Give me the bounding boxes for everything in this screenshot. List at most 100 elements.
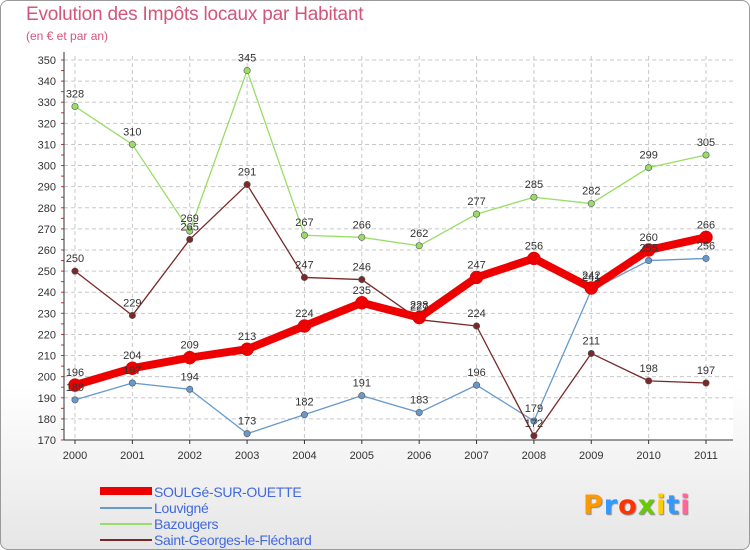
x-tick-label: 2002	[177, 450, 201, 462]
x-tick-label: 2011	[694, 450, 718, 462]
data-point	[473, 381, 481, 389]
x-tick-label: 2007	[464, 450, 488, 462]
data-label: 227	[410, 302, 428, 314]
data-point	[186, 227, 194, 235]
data-point	[415, 409, 423, 417]
y-tick-label: 230	[38, 308, 56, 320]
chart-title: Evolution des Impôts locaux par Habitant	[26, 4, 364, 25]
data-label: 310	[123, 126, 141, 138]
data-point	[699, 230, 713, 245]
y-tick-label: 260	[38, 245, 56, 257]
x-tick-label: 2009	[579, 450, 603, 462]
legend-swatch	[100, 539, 152, 541]
data-label: 267	[295, 217, 313, 229]
data-point	[530, 193, 538, 201]
data-point	[645, 377, 653, 385]
y-tick-label: 200	[38, 372, 56, 384]
y-tick-label: 170	[38, 435, 56, 447]
data-label: 247	[295, 259, 313, 271]
data-point	[243, 181, 251, 189]
legend-label: Bazougers	[154, 516, 219, 532]
data-point	[358, 392, 366, 400]
data-point	[128, 311, 136, 319]
legend-swatch	[100, 487, 152, 495]
data-label: 189	[66, 382, 84, 394]
x-tick-label: 2000	[63, 450, 87, 462]
y-tick-label: 180	[38, 414, 56, 426]
data-point	[530, 432, 538, 440]
series-line	[74, 183, 707, 437]
data-label: 291	[238, 167, 256, 179]
data-label: 255	[639, 243, 657, 255]
data-point	[587, 349, 595, 357]
data-label: 266	[697, 219, 715, 231]
logo-letter: t	[666, 490, 681, 521]
data-point	[125, 361, 140, 375]
data-label: 229	[123, 297, 141, 309]
data-label: 241	[582, 272, 600, 284]
y-tick-label: 240	[38, 287, 56, 299]
data-label: 194	[181, 371, 199, 383]
data-point	[702, 254, 710, 262]
y-tick-label: 350	[38, 55, 56, 67]
data-label: 282	[582, 186, 600, 198]
data-point	[300, 273, 308, 281]
legend-label: SOULGé-SUR-OUETTE	[154, 484, 302, 500]
data-label: 191	[353, 378, 371, 390]
x-tick-label: 2003	[235, 450, 259, 462]
data-label: 172	[525, 418, 543, 430]
data-point	[182, 350, 197, 365]
data-point	[358, 276, 366, 284]
data-label: 262	[410, 228, 428, 240]
x-tick-label: 2004	[292, 450, 316, 462]
data-label: 265	[181, 221, 199, 233]
data-point	[645, 257, 653, 265]
data-label: 269	[181, 213, 199, 225]
data-point	[68, 378, 82, 392]
x-tick-label: 2005	[350, 450, 374, 462]
legend-label: Louvigné	[154, 500, 209, 516]
data-point	[584, 281, 599, 295]
data-label: 196	[467, 367, 485, 379]
data-point	[300, 411, 308, 419]
data-label: 328	[66, 88, 84, 100]
y-tick-label: 340	[38, 76, 56, 88]
data-point	[645, 164, 653, 172]
data-label: 209	[181, 340, 199, 352]
data-label: 228	[410, 300, 428, 312]
data-point	[71, 267, 79, 275]
data-label: 211	[582, 335, 600, 347]
series-line	[74, 69, 707, 247]
data-label: 305	[697, 137, 715, 149]
y-tick-label: 190	[38, 393, 56, 405]
data-point	[415, 242, 423, 250]
data-point	[587, 200, 595, 208]
x-tick-label: 2001	[120, 450, 144, 462]
data-label: 235	[353, 285, 371, 297]
logo-letter: i	[680, 490, 691, 521]
data-label: 224	[467, 308, 485, 320]
logo-letter: i	[656, 490, 667, 521]
logo-letter: P	[583, 490, 604, 521]
data-point	[530, 417, 538, 425]
data-label: 242	[582, 270, 600, 282]
data-point	[240, 342, 254, 356]
data-point	[355, 296, 369, 310]
data-label: 299	[639, 150, 657, 162]
data-label: 250	[66, 253, 84, 265]
data-point	[473, 210, 481, 218]
y-tick-label: 210	[38, 351, 56, 363]
data-label: 198	[639, 363, 657, 375]
data-point	[358, 233, 366, 241]
data-label: 260	[639, 232, 657, 244]
data-label: 345	[238, 53, 256, 65]
logo-letter: o	[618, 490, 638, 521]
y-tick-label: 320	[38, 118, 56, 130]
legend-swatch	[100, 523, 152, 525]
data-point	[702, 151, 710, 159]
data-point	[128, 379, 136, 387]
y-tick-label: 330	[38, 97, 56, 109]
data-label: 256	[697, 240, 715, 252]
data-point	[128, 140, 136, 148]
logo-letter: x	[637, 490, 657, 521]
